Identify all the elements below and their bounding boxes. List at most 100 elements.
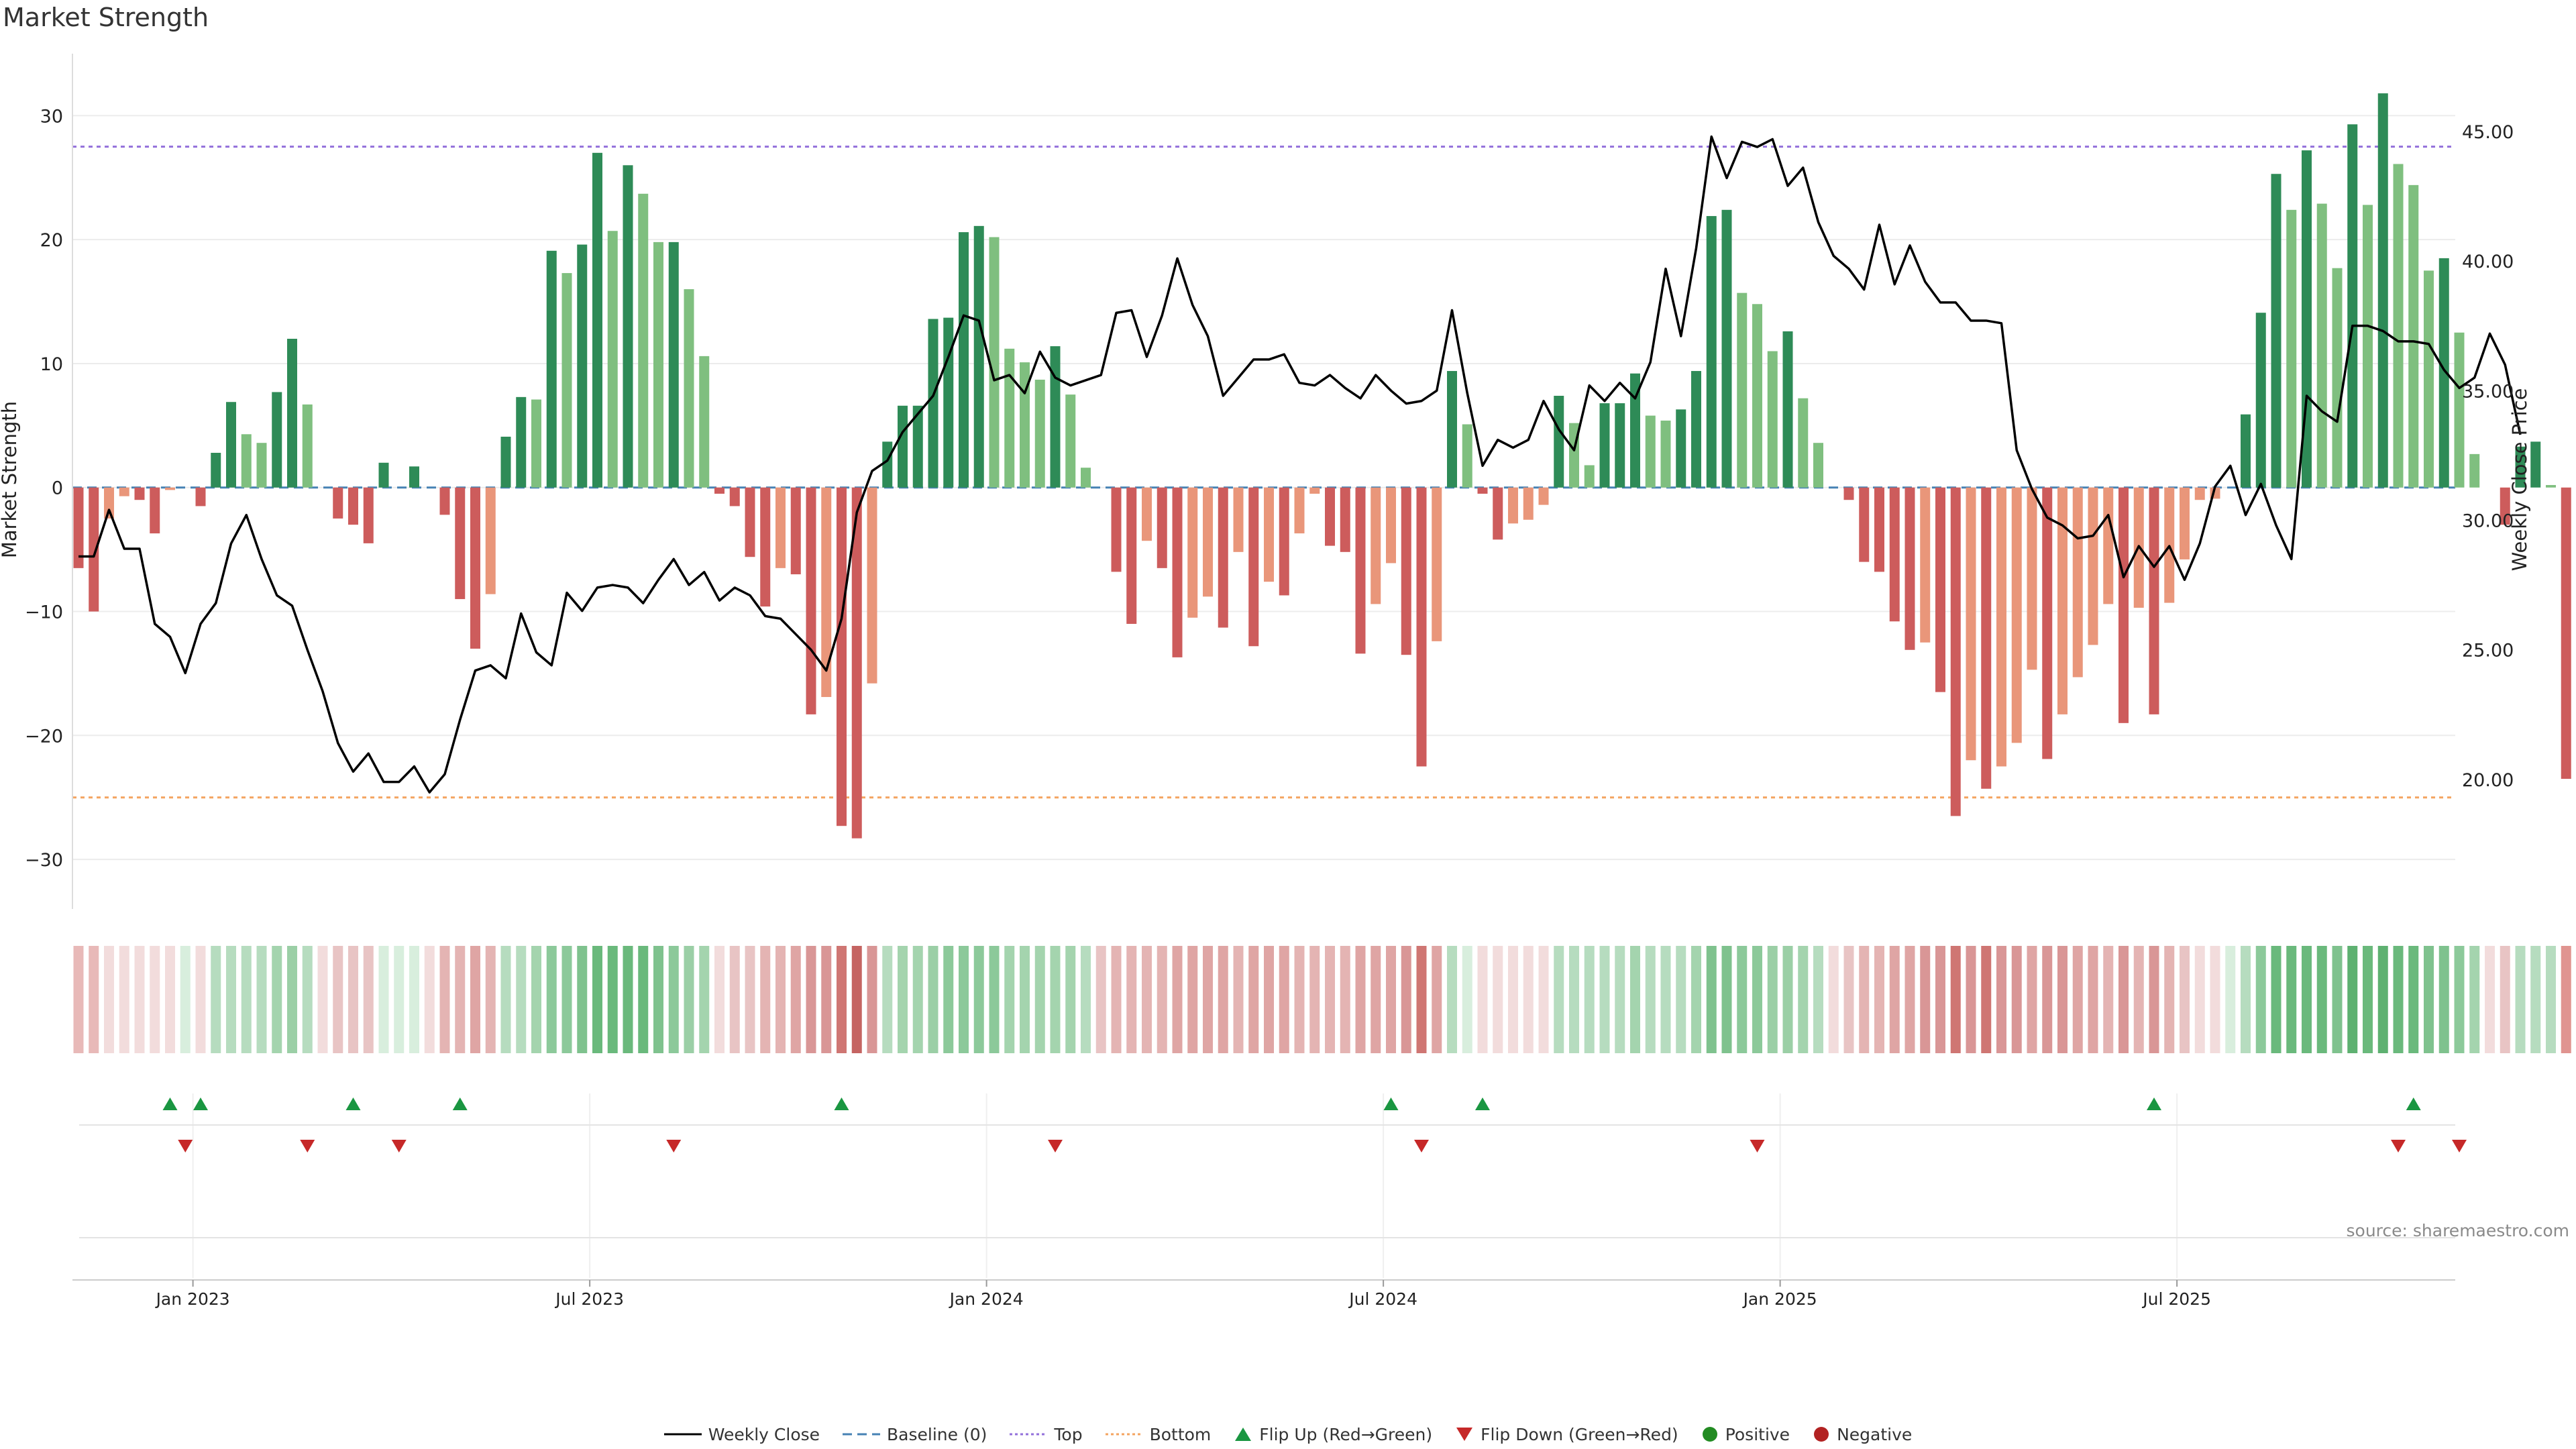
strength-bar xyxy=(1935,487,1945,692)
strength-bar xyxy=(1691,371,1701,488)
band-cell xyxy=(1538,946,1549,1053)
band-cell xyxy=(1859,946,1870,1053)
band-cell xyxy=(806,946,816,1053)
strength-bar xyxy=(684,289,694,488)
legend-label: Flip Down (Green→Red) xyxy=(1481,1424,1678,1444)
legend-weekly-close[interactable]: Weekly Close xyxy=(663,1424,820,1444)
band-cell xyxy=(2225,946,2236,1053)
band-cell xyxy=(2027,946,2037,1053)
band-cell xyxy=(1645,946,1656,1053)
legend-negative[interactable]: Negative xyxy=(1813,1425,1912,1444)
strength-bar xyxy=(195,487,206,506)
x-tick-label: Jul 2024 xyxy=(1348,1289,1417,1309)
flip-up-marker xyxy=(2147,1097,2161,1110)
flip-up-marker xyxy=(1475,1097,1490,1110)
legend-label: Weekly Close xyxy=(708,1424,820,1444)
triangle-down-icon xyxy=(1456,1428,1473,1441)
flip-up-marker xyxy=(2406,1097,2421,1110)
legend-bottom[interactable]: Bottom xyxy=(1105,1424,1212,1444)
legend-flip-up[interactable]: Flip Up (Red→Green) xyxy=(1234,1425,1432,1444)
strength-bar xyxy=(2500,487,2510,525)
legend-label: Top xyxy=(1054,1424,1083,1444)
strength-bar xyxy=(2057,487,2068,714)
band-cell xyxy=(1874,946,1884,1053)
band-cell xyxy=(2500,946,2510,1053)
strength-bar xyxy=(653,241,663,488)
band-cell xyxy=(745,946,755,1053)
strength-bar xyxy=(943,317,954,488)
band-cell xyxy=(1355,946,1366,1053)
band-cell xyxy=(653,946,663,1053)
weekly-close-series xyxy=(78,135,2522,794)
strength-bar xyxy=(470,487,480,649)
band-cell xyxy=(1676,946,1686,1053)
strength-bar xyxy=(1218,487,1228,628)
strength-bar xyxy=(1584,465,1595,488)
strength-bar xyxy=(73,487,84,568)
legend-flip-down[interactable]: Flip Down (Green→Red) xyxy=(1455,1425,1678,1444)
strength-bar xyxy=(1126,487,1137,624)
band-cell xyxy=(577,946,588,1053)
strength-bar xyxy=(989,237,1000,488)
strength-bar xyxy=(2286,209,2297,488)
strength-bar xyxy=(1950,487,1961,816)
strength-bar xyxy=(1904,487,1915,650)
strength-bar xyxy=(1034,379,1045,488)
strength-bar xyxy=(806,487,816,714)
strength-bar xyxy=(134,487,145,500)
band-cell xyxy=(195,946,206,1053)
band-cell xyxy=(1462,946,1472,1053)
band-cell xyxy=(531,946,541,1053)
strength-bar xyxy=(1172,487,1183,657)
strength-bar xyxy=(272,392,282,488)
band-cell xyxy=(1584,946,1595,1053)
strength-bar xyxy=(516,396,527,488)
band-cell xyxy=(898,946,908,1053)
band-cell xyxy=(1920,946,1931,1053)
triangle-up-icon xyxy=(1235,1428,1252,1441)
band-cell xyxy=(409,946,419,1053)
legend-baseline[interactable]: Baseline (0) xyxy=(843,1425,987,1444)
band-cell xyxy=(241,946,252,1053)
band-cell xyxy=(1340,946,1350,1053)
strength-bar xyxy=(1157,487,1167,568)
legend-top[interactable]: Top xyxy=(1010,1424,1083,1444)
band-cell xyxy=(1950,946,1961,1053)
legend-positive[interactable]: Positive xyxy=(1701,1425,1790,1444)
band-cell xyxy=(2561,946,2571,1053)
strength-bar xyxy=(333,487,343,519)
band-cell xyxy=(546,946,557,1053)
band-cell xyxy=(592,946,602,1053)
strength-bar xyxy=(1325,487,1335,546)
strength-bar xyxy=(1920,487,1931,643)
strength-bar xyxy=(2255,313,2266,488)
band-cell xyxy=(2377,946,2388,1053)
band-cell xyxy=(1981,946,1992,1053)
strength-bar xyxy=(1493,487,1503,540)
flip-down-marker xyxy=(391,1140,407,1152)
strength-bar xyxy=(1615,403,1625,488)
strength-bar xyxy=(714,487,724,494)
strength-bar xyxy=(2103,487,2114,604)
band-cell xyxy=(1737,946,1748,1053)
strength-bar xyxy=(439,487,450,515)
strength-bar xyxy=(287,339,297,488)
band-cell xyxy=(1233,946,1244,1053)
strength-bar xyxy=(1706,216,1717,488)
band-cell xyxy=(1095,946,1106,1053)
band-cell xyxy=(1126,946,1137,1053)
legend-label: Bottom xyxy=(1149,1424,1212,1444)
strength-bar xyxy=(1981,487,1992,789)
strength-bar xyxy=(2393,164,2404,488)
strength-bar xyxy=(2302,150,2312,488)
band-cell xyxy=(2255,946,2266,1053)
y-tick-label-right: 45.00 xyxy=(2462,122,2514,143)
band-cell xyxy=(1142,946,1152,1053)
band-cell xyxy=(1309,946,1320,1053)
strength-bar xyxy=(302,404,313,488)
flip-up-marker xyxy=(452,1097,468,1110)
band-cell xyxy=(2515,946,2526,1053)
band-cell xyxy=(1279,946,1289,1053)
band-cell xyxy=(837,946,847,1053)
band-cell xyxy=(1157,946,1167,1053)
